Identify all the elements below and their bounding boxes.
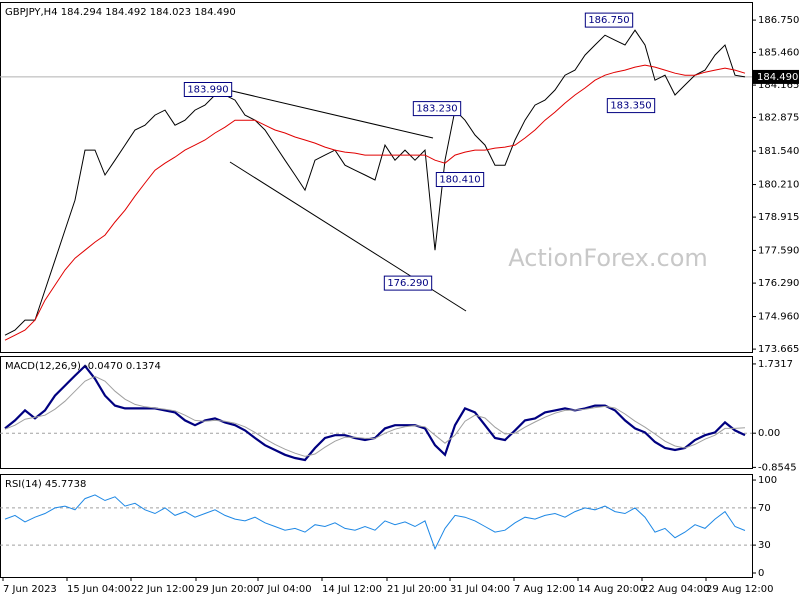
y-tick-label: 30 [758, 540, 771, 551]
price-label-box [183, 82, 233, 97]
y-tick-label: 177.590 [758, 245, 799, 256]
x-tick-label: 21 Jul 20:00 [387, 584, 447, 595]
x-tick-label: 15 Jun 04:00 [67, 584, 131, 595]
price-label: 176.290 [387, 278, 428, 289]
price-label-box [435, 172, 485, 188]
series-line [4, 29, 746, 336]
x-tick-label: 14 Aug 20:00 [578, 584, 645, 595]
x-tick-label: 7 Jun 2023 [3, 584, 57, 595]
watermark: ActionForex.com [508, 244, 708, 272]
y-tick-label: 0.00 [758, 428, 780, 439]
panel-frame [0, 474, 753, 578]
y-tick-label: 70 [758, 503, 771, 514]
series-line [4, 494, 746, 551]
panel-title: MACD(12,26,9) -0.0470 0.1374 [5, 361, 161, 372]
y-tick-label: 184.165 [758, 80, 799, 91]
x-tick-label: 7 Jul 04:00 [258, 584, 312, 595]
x-tick-label: 22 Aug 04:00 [642, 584, 709, 595]
y-tick-label: 182.875 [758, 113, 799, 124]
y-tick-label: 180.210 [758, 180, 799, 191]
y-tick-label: 185.460 [758, 48, 799, 59]
x-tick-label: 22 Jun 12:00 [131, 584, 195, 595]
price-label: 186.750 [588, 15, 629, 26]
trendline [227, 89, 434, 139]
panel-frame [0, 356, 753, 469]
panel-frame [0, 2, 753, 353]
y-tick-label: 181.540 [758, 146, 799, 157]
series-line [4, 64, 746, 341]
y-tick-label: 178.915 [758, 212, 799, 223]
x-tick-label: 14 Jul 12:00 [322, 584, 382, 595]
last-price-label: 184.490 [757, 72, 798, 83]
price-label: 183.230 [416, 104, 457, 115]
price-label: 183.990 [187, 85, 228, 96]
y-tick-label: 176.290 [758, 278, 799, 289]
x-tick-label: 29 Aug 12:00 [706, 584, 773, 595]
y-tick-label: 100 [758, 475, 777, 486]
y-tick-label: 174.960 [758, 312, 799, 323]
y-tick-label: 1.7317 [758, 359, 793, 370]
price-label: 180.410 [439, 175, 480, 186]
y-tick-label: -0.8545 [758, 462, 797, 473]
price-label-box [383, 275, 433, 291]
y-tick-label: 186.750 [758, 15, 799, 26]
price-label-box [606, 98, 656, 114]
y-tick-label: 173.665 [758, 344, 799, 355]
panel-title: GBPJPY,H4 184.294 184.492 184.023 184.49… [5, 7, 236, 18]
last-price-box [753, 69, 799, 84]
x-tick-label: 31 Jul 04:00 [450, 584, 510, 595]
series-line [4, 375, 746, 457]
x-tick-label: 29 Jun 20:00 [196, 584, 260, 595]
price-label: 183.350 [610, 101, 651, 112]
price-label-box [412, 101, 462, 117]
y-tick-label: 0 [758, 568, 764, 579]
price-label-box [584, 12, 634, 28]
x-tick-label: 7 Aug 12:00 [514, 584, 575, 595]
panel-title: RSI(14) 45.7738 [5, 479, 86, 490]
